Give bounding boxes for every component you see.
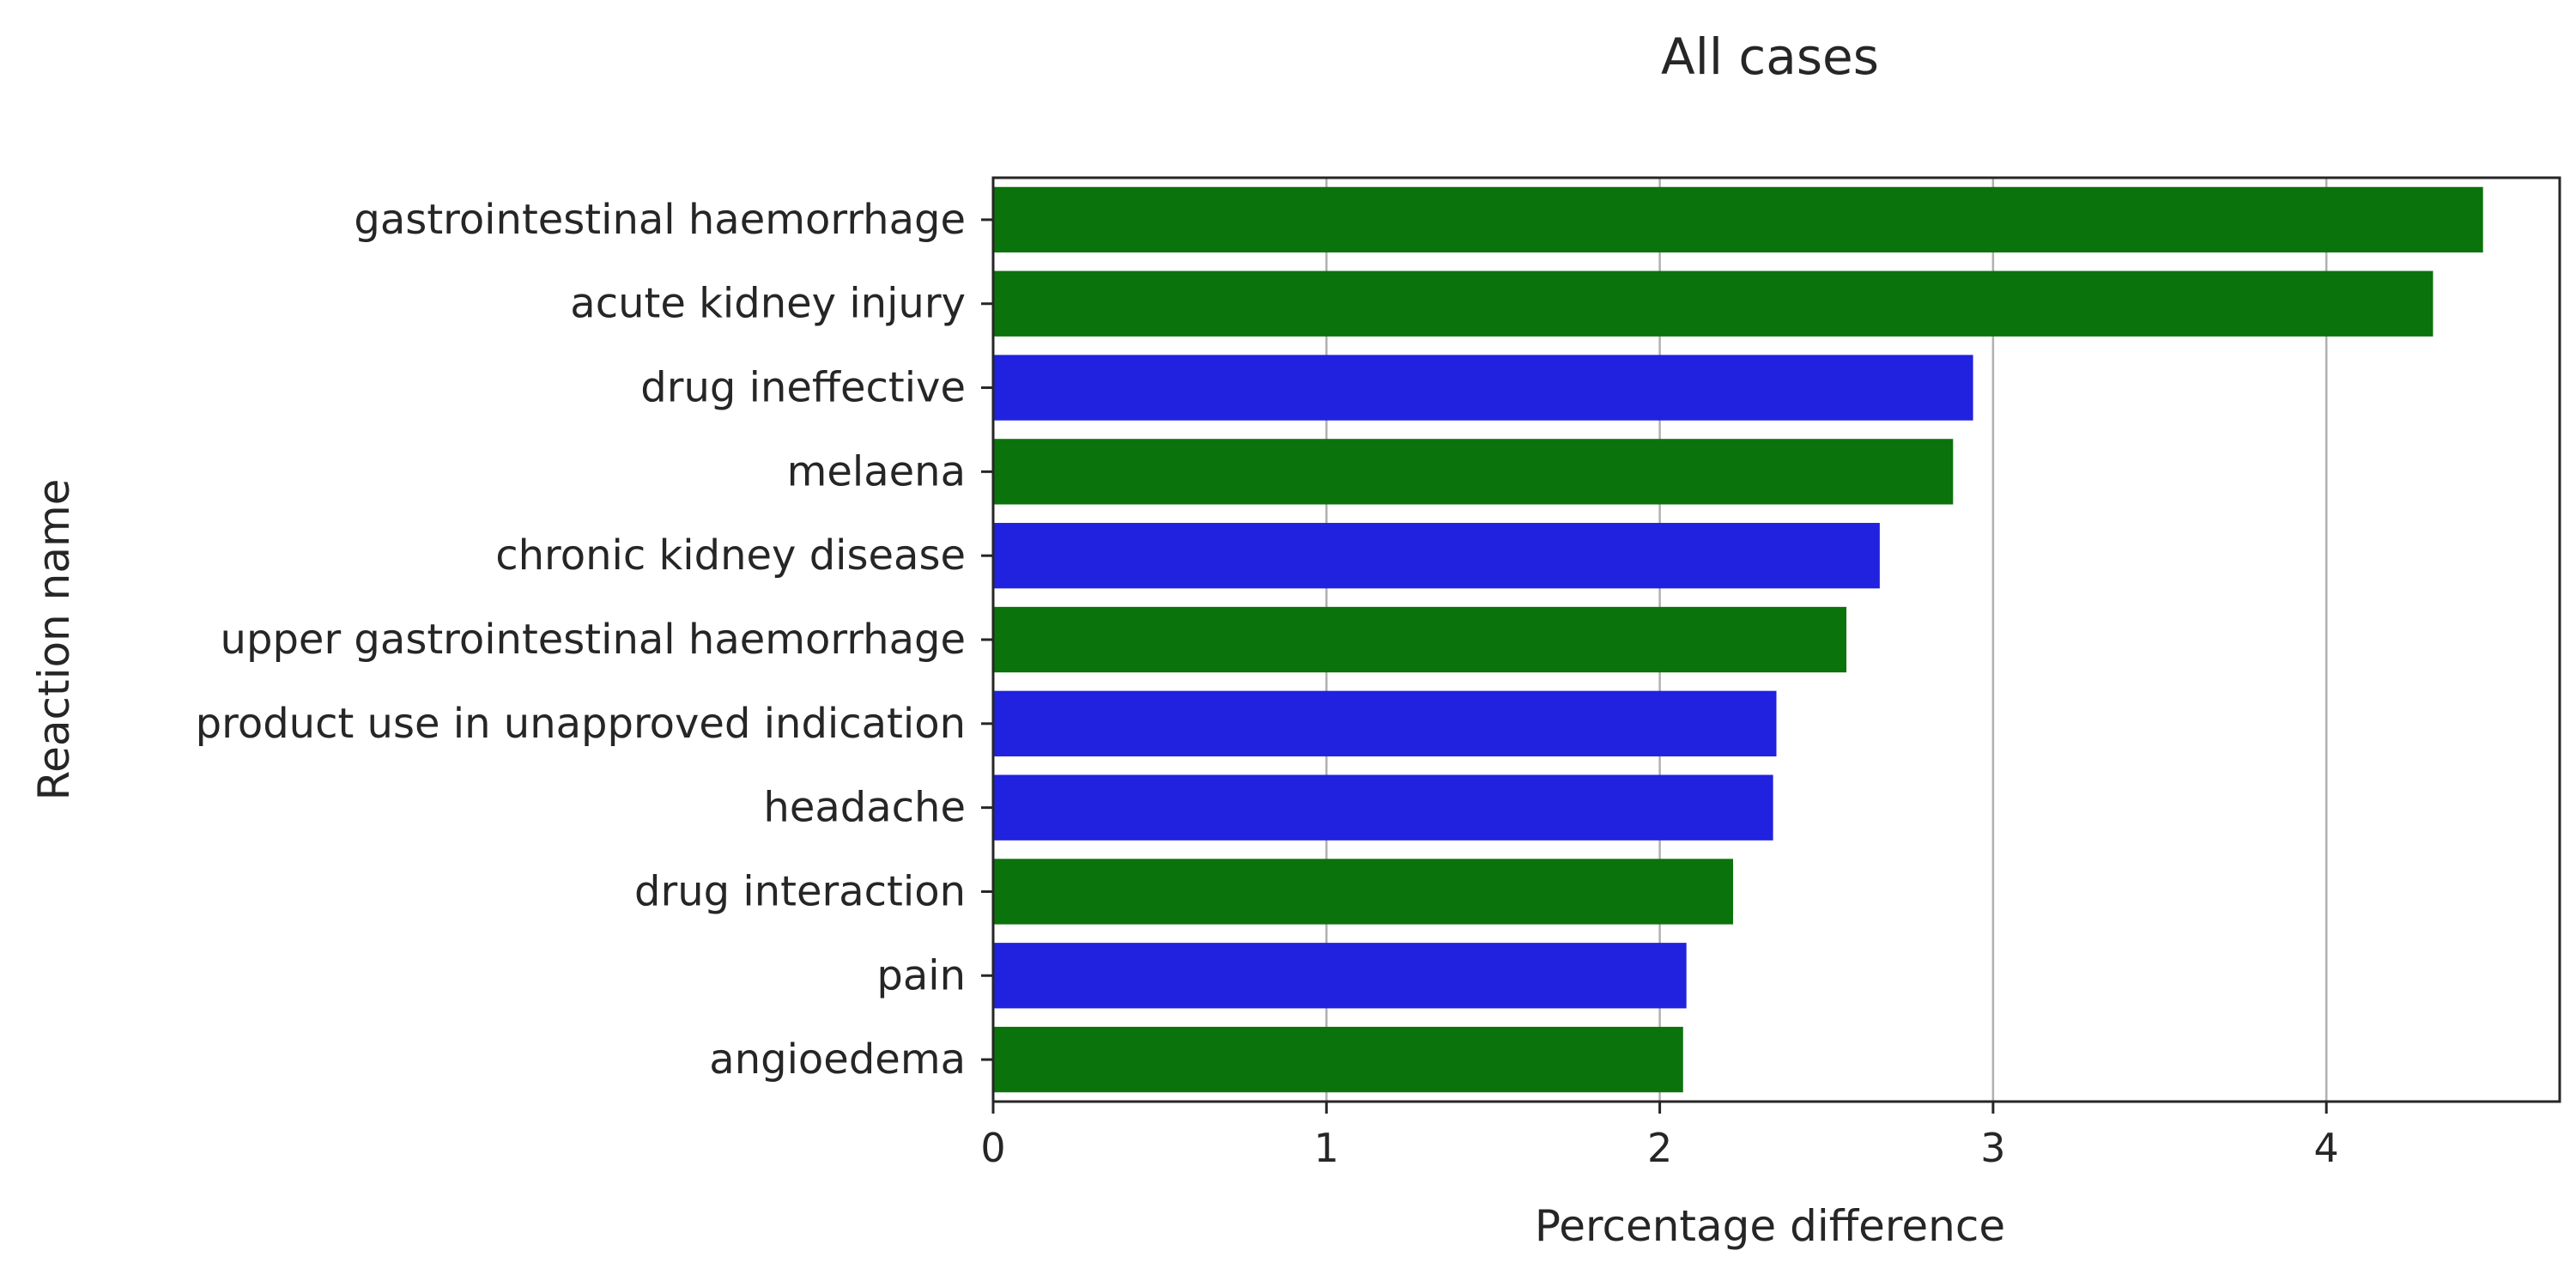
bar-product-use-in-unapproved-indication [993, 690, 1777, 756]
bar-melaena [993, 439, 1954, 505]
bar-angioedema [993, 1026, 1683, 1093]
y-tick-label-angioedema: angioedema [709, 1035, 966, 1084]
bars [993, 186, 2483, 1093]
y-tick-label-pain: pain [876, 951, 966, 999]
y-tick-label-acute-kidney-injury: acute kidney injury [570, 280, 966, 328]
y-tick-label-product-use-in-unapproved-indication: product use in unapproved indication [196, 700, 966, 748]
bar-drug-ineffective [993, 355, 1973, 421]
x-axis-ticks: 0 1 2 3 4 [980, 1102, 2339, 1171]
y-tick-label-upper-gastrointestinal-haemorrhage: upper gastrointestinal haemorrhage [221, 616, 966, 664]
x-tick-label-0: 0 [980, 1125, 1005, 1171]
x-tick-label-3: 3 [1980, 1125, 2005, 1171]
x-tick-label-4: 4 [2314, 1125, 2339, 1171]
bar-gastrointestinal-haemorrhage [993, 186, 2483, 253]
y-tick-label-gastrointestinal-haemorrhage: gastrointestinal haemorrhage [354, 196, 966, 244]
x-axis-label: Percentage difference [1535, 1201, 2005, 1251]
y-tick-label-melaena: melaena [787, 447, 966, 495]
y-tick-label-drug-interaction: drug interaction [634, 867, 966, 915]
y-axis-label: Reaction name [29, 479, 79, 801]
x-tick-label-2: 2 [1647, 1125, 1672, 1171]
bar-headache [993, 774, 1773, 841]
chart-title: All cases [1661, 27, 1879, 86]
x-tick-label-1: 1 [1314, 1125, 1339, 1171]
y-axis-ticks: gastrointestinal haemorrhage acute kidney… [196, 196, 993, 1084]
y-tick-label-drug-ineffective: drug ineffective [640, 364, 966, 412]
y-tick-label-headache: headache [763, 784, 966, 832]
bar-acute-kidney-injury [993, 270, 2434, 337]
bar-chronic-kidney-disease [993, 523, 1880, 589]
y-tick-label-chronic-kidney-disease: chronic kidney disease [495, 531, 966, 580]
bar-drug-interaction [993, 859, 1734, 925]
bar-upper-gastrointestinal-haemorrhage [993, 606, 1847, 673]
bar-pain [993, 943, 1687, 1009]
